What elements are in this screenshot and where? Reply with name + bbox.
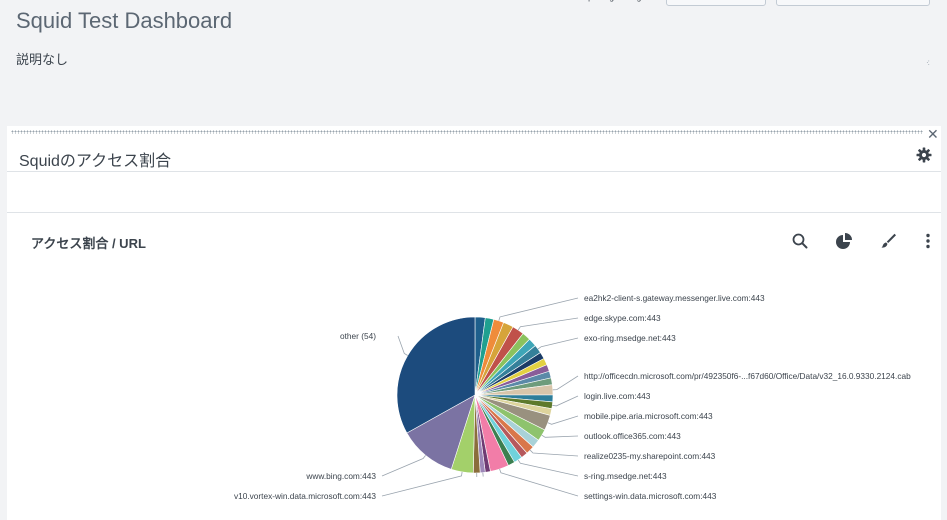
more-icon[interactable] — [919, 232, 937, 250]
leader-line — [552, 395, 579, 407]
slice-label: s-ring.msedge.net:443 — [584, 471, 667, 481]
visualization-title: アクセス割合 / URL — [31, 236, 146, 251]
slice-label: other (54) — [340, 331, 376, 341]
slice-label: realize0235-my.sharepoint.com:443 — [584, 451, 716, 461]
slice-label: outlook.office365.com:443 — [584, 431, 681, 441]
dashboard-export-button[interactable] — [776, 0, 930, 6]
panel-drag-handle[interactable] — [11, 130, 923, 134]
slice-label: http://officecdn.microsoft.com/pr/492350… — [584, 371, 911, 381]
search-icon[interactable] — [791, 232, 809, 250]
leader-line — [537, 337, 579, 350]
leader-line — [517, 317, 579, 331]
panel-divider — [7, 212, 941, 213]
leader-line — [529, 449, 579, 457]
leader-line — [547, 415, 579, 425]
leader-line — [499, 468, 579, 497]
panel-title: Squidのアクセス割合 — [19, 153, 172, 170]
slice-label: exo-ring.msedge.net:443 — [584, 333, 676, 343]
slice-label: www.bing.com:443 — [305, 471, 376, 481]
slice-label: edge.skype.com:443 — [584, 313, 661, 323]
slice-label: ea2hk2-client-s.gateway.messenger.live.c… — [584, 293, 765, 303]
leader-line — [552, 375, 579, 391]
dashboard-title: Squid Test Dashboard — [16, 8, 233, 33]
slice-label: substrate.office.com:443 — [584, 0, 675, 2]
leader-line — [397, 335, 408, 356]
slice-label: spo-ring.msedge.net:443 — [584, 0, 676, 2]
leader-line — [381, 455, 426, 477]
resize-grip-icon[interactable]: ·: — [926, 58, 930, 67]
leader-line — [498, 297, 579, 321]
pie-slice[interactable] — [396, 316, 476, 434]
paintbrush-icon[interactable] — [879, 232, 897, 250]
slice-label: mobile.pipe.aria.microsoft.com:443 — [584, 411, 713, 421]
panel-divider — [7, 171, 941, 172]
pie-chart-icon[interactable] — [835, 232, 853, 250]
slice-label: v10.vortex-win.data.microsoft.com:443 — [234, 491, 376, 501]
close-icon[interactable]: ✕ — [927, 126, 939, 142]
leader-line — [381, 471, 463, 497]
leader-line — [541, 434, 579, 438]
slice-label: settings-win.data.microsoft.com:443 — [584, 491, 717, 501]
gear-icon[interactable] — [916, 147, 932, 163]
dashboard-edit-button[interactable] — [666, 0, 766, 6]
dashboard-description: 説明なし — [16, 52, 69, 67]
slice-label: login.live.com:443 — [584, 391, 651, 401]
leader-line — [517, 459, 579, 477]
